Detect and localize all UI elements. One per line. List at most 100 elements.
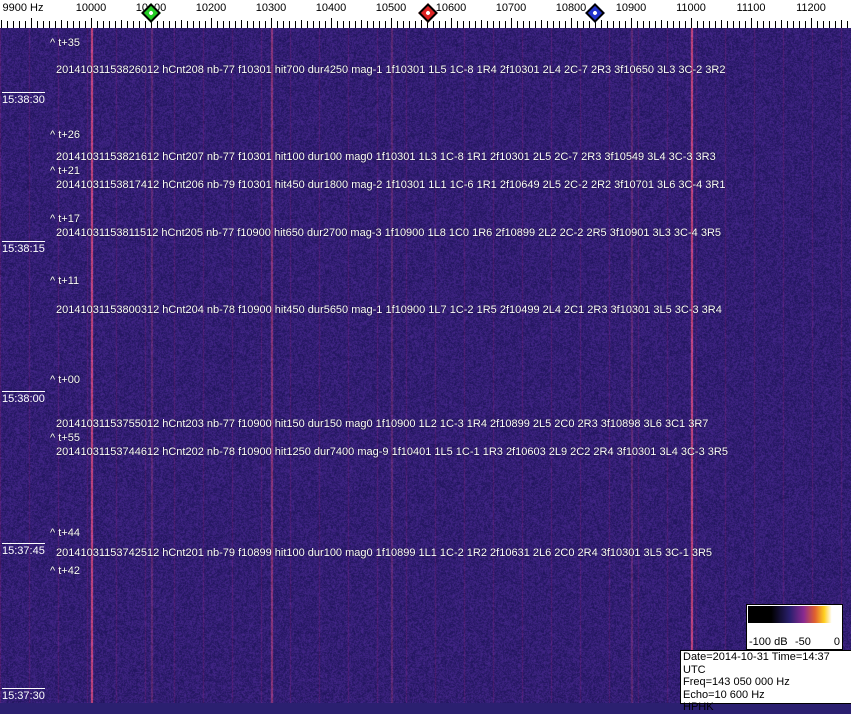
ruler-tick — [49, 21, 50, 28]
ruler-tick — [649, 21, 650, 28]
ruler-tick — [367, 21, 368, 28]
ruler-tick — [301, 20, 302, 28]
ruler-tick — [793, 21, 794, 28]
offset-marker: ^ t+26 — [50, 129, 80, 142]
offset-marker: ^ t+44 — [50, 527, 80, 540]
ruler-tick — [517, 21, 518, 28]
ruler-tick — [811, 18, 812, 28]
color-gradient — [748, 606, 841, 623]
ruler-tick — [679, 21, 680, 28]
ruler-tick — [643, 21, 644, 28]
offset-marker: ^ t+00 — [50, 374, 80, 387]
offset-marker: ^ t+21 — [50, 165, 80, 178]
ruler-tick — [847, 21, 848, 28]
ruler-tick — [319, 21, 320, 28]
ruler-tick — [685, 21, 686, 28]
ruler-tick — [787, 21, 788, 28]
ruler-tick — [607, 21, 608, 28]
info-panel: Date=2014-10-31 Time=14:37 UTC Freq=143 … — [680, 650, 851, 704]
ruler-tick — [445, 21, 446, 28]
info-echo: Echo=10 600 Hz — [683, 689, 851, 702]
info-frequency: Freq=143 050 000 Hz — [683, 676, 851, 689]
offset-marker: ^ t+35 — [50, 37, 80, 50]
event-record: 20141031153811512 hCnt205 nb-77 f10900 h… — [56, 227, 721, 240]
color-scale-bar: -100 dB -50 0 — [746, 604, 843, 650]
ruler-tick — [61, 20, 62, 28]
ruler-tick — [175, 21, 176, 28]
ruler-tick — [727, 21, 728, 28]
ruler-tick — [457, 21, 458, 28]
ruler-tick — [433, 21, 434, 28]
ruler-tick — [55, 21, 56, 28]
ruler-tick — [19, 21, 20, 28]
ruler-tick — [313, 21, 314, 28]
ruler-tick — [541, 20, 542, 28]
ruler-tick — [823, 21, 824, 28]
frequency-label: 10000 — [76, 2, 107, 14]
ruler-tick — [325, 21, 326, 28]
ruler-tick — [613, 21, 614, 28]
ruler-tick — [721, 20, 722, 28]
ruler-tick — [751, 18, 752, 28]
ruler-tick — [637, 21, 638, 28]
frequency-label: 10600 — [436, 2, 467, 14]
ruler-tick — [475, 21, 476, 28]
event-record: 20141031153800312 hCnt204 nb-78 f10900 h… — [56, 304, 722, 317]
ruler-tick — [145, 21, 146, 28]
ruler-tick — [499, 21, 500, 28]
ruler-tick — [361, 20, 362, 28]
offset-marker: ^ t+42 — [50, 565, 80, 578]
ruler-tick — [439, 21, 440, 28]
ruler-tick — [577, 21, 578, 28]
ruler-tick — [343, 21, 344, 28]
frequency-ruler[interactable]: 9900 Hz100001010010200103001040010500106… — [0, 0, 851, 28]
ruler-tick — [583, 21, 584, 28]
ruler-tick — [757, 21, 758, 28]
ruler-tick — [463, 21, 464, 28]
ruler-tick — [271, 18, 272, 28]
ruler-tick — [253, 21, 254, 28]
ruler-tick — [781, 20, 782, 28]
frequency-label: 10900 — [616, 2, 647, 14]
frequency-label: 10500 — [376, 2, 407, 14]
ruler-tick — [223, 21, 224, 28]
frequency-label: 10400 — [316, 2, 347, 14]
ruler-tick — [493, 21, 494, 28]
ruler-tick — [91, 18, 92, 28]
frequency-label: 11200 — [796, 2, 826, 14]
ruler-tick — [73, 21, 74, 28]
ruler-tick — [247, 21, 248, 28]
ruler-tick — [67, 21, 68, 28]
ruler-tick — [589, 21, 590, 28]
ruler-tick — [163, 21, 164, 28]
ruler-tick — [799, 21, 800, 28]
ruler-tick — [841, 20, 842, 28]
event-record: 20141031153744612 hCnt202 nb-78 f10900 h… — [56, 446, 728, 459]
ruler-tick — [739, 21, 740, 28]
ruler-tick — [547, 21, 548, 28]
time-label: 15:37:30 — [2, 688, 45, 703]
ruler-tick — [103, 21, 104, 28]
ruler-tick — [559, 21, 560, 28]
ruler-tick — [139, 21, 140, 28]
ruler-tick — [769, 21, 770, 28]
ruler-tick — [529, 21, 530, 28]
ruler-tick — [169, 21, 170, 28]
ruler-tick — [697, 21, 698, 28]
ruler-tick — [199, 21, 200, 28]
frequency-label: 10800 — [556, 2, 587, 14]
offset-marker: ^ t+55 — [50, 432, 80, 445]
event-record: 20141031153817412 hCnt206 nb-79 f10301 h… — [56, 179, 726, 192]
event-record: 20141031153821612 hCnt207 nb-77 f10301 h… — [56, 151, 716, 164]
frequency-label: 11100 — [737, 2, 766, 14]
frequency-label: 11000 — [676, 2, 706, 14]
ruler-tick — [31, 18, 32, 28]
ruler-tick — [115, 21, 116, 28]
ruler-tick — [205, 21, 206, 28]
ruler-tick — [619, 21, 620, 28]
time-label: 15:38:30 — [2, 92, 45, 107]
ruler-tick — [469, 21, 470, 28]
ruler-tick — [565, 21, 566, 28]
event-record: 20141031153742512 hCnt201 nb-79 f10899 h… — [56, 547, 712, 560]
ruler-tick — [511, 18, 512, 28]
